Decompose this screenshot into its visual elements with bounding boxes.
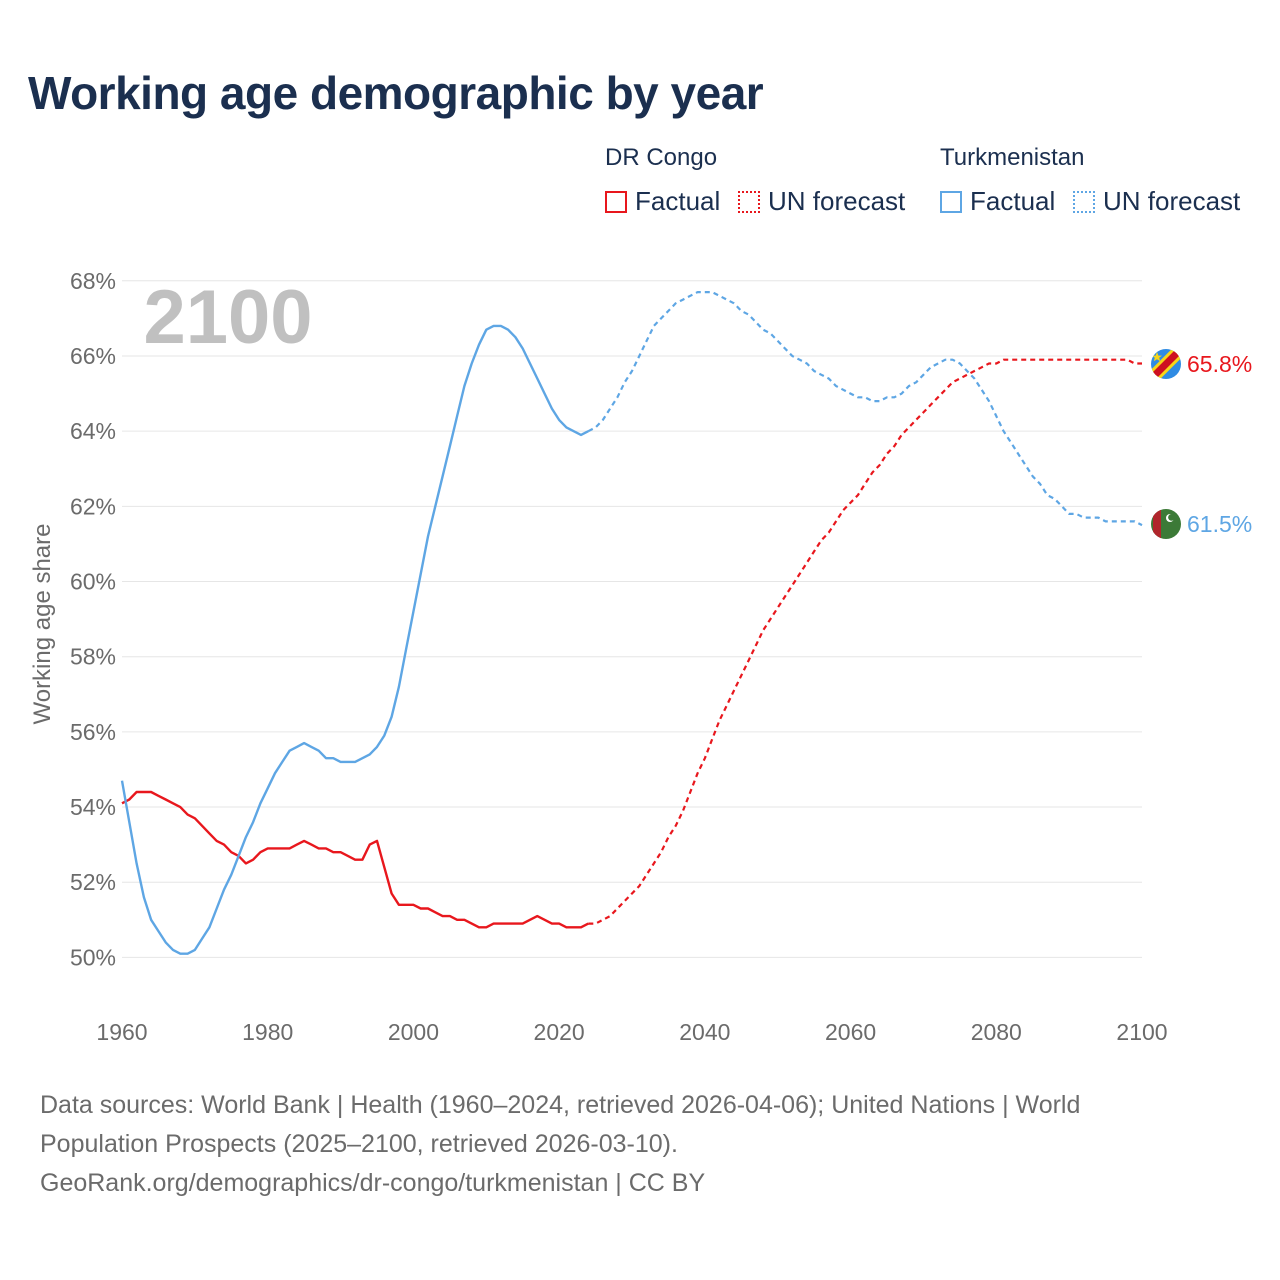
legend-item-drc-factual[interactable]: Factual (605, 186, 720, 217)
x-tick-label: 1960 (96, 1019, 147, 1045)
y-axis-label: Working age share (29, 524, 56, 725)
legend-label: Factual (970, 186, 1056, 216)
legend-label: UN forecast (1103, 186, 1241, 216)
legend-item-tkm-factual[interactable]: Factual (940, 186, 1055, 217)
x-tick-label: 1980 (242, 1019, 293, 1045)
turkmenistan-factual-line[interactable] (120, 324, 589, 955)
dr-congo-factual-line[interactable] (121, 790, 589, 929)
x-tick-label: 2040 (679, 1019, 730, 1045)
line-chart: 2100 50% 52% 54% 56% 58% 60% 62% 64% 66% 68% 1960… (29, 268, 1252, 1045)
turkmenistan-flag-icon (1151, 509, 1181, 539)
gridlines (122, 280, 1142, 958)
x-tick-label: 2080 (971, 1019, 1022, 1045)
x-tick-label: 2020 (534, 1019, 585, 1045)
legend-label: UN forecast (768, 186, 906, 216)
y-tick-label: 62% (70, 493, 116, 519)
legend-item-tkm-forecast[interactable]: UN forecast (1073, 186, 1240, 217)
turkmenistan-forecast-line[interactable] (587, 291, 1143, 527)
legend-swatch-solid-icon (605, 190, 627, 213)
dr-congo-flag-icon (1151, 349, 1181, 379)
legend-item-drc-forecast[interactable]: UN forecast (738, 186, 905, 217)
dr-congo-forecast-line[interactable] (588, 358, 1142, 925)
data-sources: Data sources: World Bank | Health (1960–… (40, 1086, 1240, 1203)
legend-swatch-dotted-icon (738, 190, 760, 213)
turkmenistan-end-label: 61.5% (1187, 511, 1252, 537)
x-axis-ticks: 1960 1980 2000 2020 2040 2060 2080 2100 (96, 1019, 1167, 1045)
y-axis-ticks: 50% 52% 54% 56% 58% 60% 62% 64% 66% 68% (70, 268, 116, 971)
x-tick-label: 2000 (388, 1019, 439, 1045)
y-tick-label: 52% (70, 869, 116, 895)
y-tick-label: 50% (70, 944, 116, 970)
x-tick-label: 2060 (825, 1019, 876, 1045)
sources-url-line[interactable]: GeoRank.org/demographics/dr-congo/turkme… (40, 1169, 706, 1197)
y-tick-label: 54% (70, 794, 116, 820)
legend-swatch-dotted-icon (1073, 190, 1095, 213)
year-watermark: 2100 (143, 275, 312, 360)
dr-congo-end-label: 65.8% (1187, 351, 1252, 377)
sources-line: Data sources: World Bank | Health (1960–… (40, 1091, 1081, 1119)
y-tick-label: 60% (70, 569, 116, 595)
legend-group-turkmenistan: Turkmenistan (940, 144, 1085, 171)
y-tick-label: 68% (70, 268, 116, 294)
legend-swatch-solid-icon (940, 190, 962, 213)
y-tick-label: 58% (70, 644, 116, 670)
x-tick-label: 2100 (1116, 1019, 1167, 1045)
series-lines[interactable] (120, 291, 1143, 955)
y-tick-label: 64% (70, 418, 116, 444)
legend-group-dr-congo: DR Congo (605, 144, 718, 171)
sources-line: Population Prospects (2025–2100, retriev… (40, 1130, 678, 1158)
page-title: Working age demographic by year (28, 67, 764, 119)
y-tick-label: 56% (70, 719, 116, 745)
y-tick-label: 66% (70, 343, 116, 369)
legend-label: Factual (635, 186, 721, 216)
